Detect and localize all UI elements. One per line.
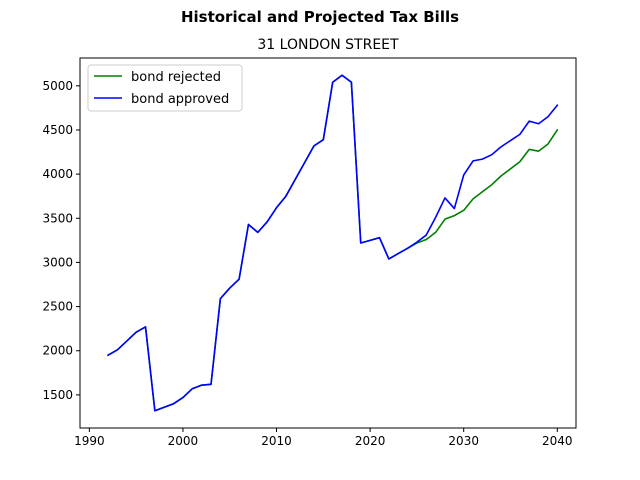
y-tick-label: 4500 (42, 123, 73, 137)
plot-area: 1990 2000 2010 2020 2030 2040 1500 2000 2500 3000… (42, 74, 573, 448)
y-tick-label: 1500 (42, 388, 73, 402)
y-tick-label: 2500 (42, 300, 73, 314)
y-tick-label: 5000 (42, 79, 73, 93)
y-tick-label: 3500 (42, 211, 73, 225)
y-tick-label: 2000 (42, 344, 73, 358)
x-tick-label: 2010 (261, 434, 292, 448)
chart-title: 31 LONDON STREET (257, 37, 399, 53)
chart-suptitle: Historical and Projected Tax Bills (181, 8, 459, 26)
axes-frame (79, 57, 577, 429)
x-tick-label: 2000 (168, 434, 199, 448)
y-tick-label: 4000 (42, 167, 73, 181)
legend: bond rejected bond approved (87, 64, 243, 112)
y-tick-label: 3000 (42, 255, 73, 269)
series-line-bond-approved (106, 74, 559, 412)
x-tick-label: 2030 (448, 434, 479, 448)
legend-box (87, 64, 243, 112)
legend-label: bond approved (131, 92, 229, 107)
x-tick-label: 2040 (542, 434, 573, 448)
legend-label: bond rejected (131, 70, 221, 85)
x-tick-label: 1990 (74, 434, 105, 448)
x-tick-label: 2020 (355, 434, 386, 448)
